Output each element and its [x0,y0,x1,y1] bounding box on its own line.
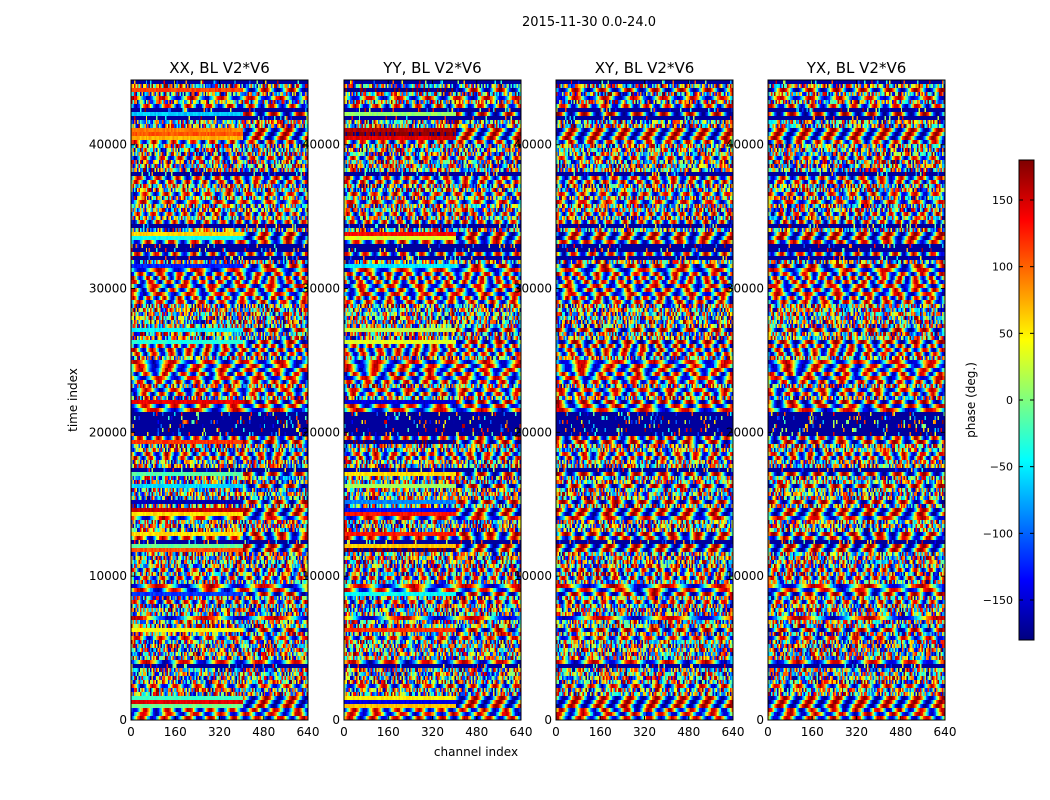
x-tick-label: 0 [764,725,772,739]
y-tick-label: 0 [119,713,127,727]
x-tick-label: 480 [677,725,700,739]
x-tick-label: 640 [722,725,745,739]
x-tick-label: 320 [208,725,231,739]
panel-4-title: YX, BL V2*V6 [806,59,907,77]
panels: XX, BL V2*V6 0 160 320 480 640 0 10000 20000 3000… [89,59,957,739]
y-tick-label: 40000 [514,138,552,152]
x-tick-label: 480 [465,725,488,739]
x-tick-label: 160 [164,725,187,739]
y-tick-label: 20000 [726,425,764,439]
y-tick-label: 0 [544,713,552,727]
y-axis-label: time index [66,368,80,432]
y-tick-label: 40000 [302,138,340,152]
colorbar-tick-label: −50 [990,461,1013,474]
colorbar: phase (deg.) −150 −100 −50 0 50 100 150 [964,159,1035,641]
x-axis-label: channel index [434,745,518,759]
y-tick-label: 20000 [89,425,127,439]
panel-4: YX, BL V2*V6 0 160 320 480 640 0 10000 20000 3000… [726,59,957,739]
panel-1-heatmap [131,80,308,720]
x-tick-label: 160 [801,725,824,739]
x-tick-label: 0 [127,725,135,739]
y-tick-label: 10000 [89,569,127,583]
colorbar-tick-label: 150 [992,194,1013,207]
panel-1-title: XX, BL V2*V6 [169,59,270,77]
panel-4-heatmap [768,80,945,720]
x-tick-label: 160 [377,725,400,739]
y-tick-label: 10000 [302,569,340,583]
x-tick-label: 480 [252,725,275,739]
x-tick-label: 640 [297,725,320,739]
y-tick-label: 20000 [302,425,340,439]
x-tick-label: 480 [889,725,912,739]
y-tick-label: 30000 [302,282,340,296]
x-tick-label: 320 [633,725,656,739]
figure-title: 2015-11-30 0.0-24.0 [522,15,656,30]
y-tick-label: 40000 [726,138,764,152]
y-tick-label: 0 [332,713,340,727]
panel-3-title: XY, BL V2*V6 [595,59,695,77]
panel-2: YY, BL V2*V6 0 160 320 480 640 0 10000 20000 3000… [302,59,533,739]
y-tick-label: 30000 [89,282,127,296]
y-tick-label: 30000 [726,282,764,296]
y-tick-label: 40000 [89,138,127,152]
x-tick-label: 0 [340,725,348,739]
panel-2-heatmap [344,80,521,720]
colorbar-label: phase (deg.) [964,362,978,438]
colorbar-tick-label: 50 [999,327,1013,340]
colorbar-tick-label: 0 [1006,394,1013,407]
y-tick-label: 30000 [514,282,552,296]
x-tick-label: 320 [845,725,868,739]
panel-3: XY, BL V2*V6 0 160 320 480 640 0 10000 20000 3000… [514,59,745,739]
x-tick-label: 640 [510,725,533,739]
panel-1: XX, BL V2*V6 0 160 320 480 640 0 10000 20000 3000… [89,59,320,739]
x-tick-label: 160 [589,725,612,739]
x-tick-label: 320 [421,725,444,739]
x-tick-label: 0 [552,725,560,739]
y-tick-label: 10000 [726,569,764,583]
y-tick-label: 20000 [514,425,552,439]
y-tick-label: 10000 [514,569,552,583]
panel-2-title: YY, BL V2*V6 [382,59,481,77]
panel-3-heatmap [556,80,733,720]
colorbar-tick-label: −150 [983,594,1013,607]
colorbar-tick-label: 100 [992,261,1013,274]
y-tick-label: 0 [756,713,764,727]
colorbar-tick-label: −100 [983,527,1013,540]
x-tick-label: 640 [934,725,957,739]
